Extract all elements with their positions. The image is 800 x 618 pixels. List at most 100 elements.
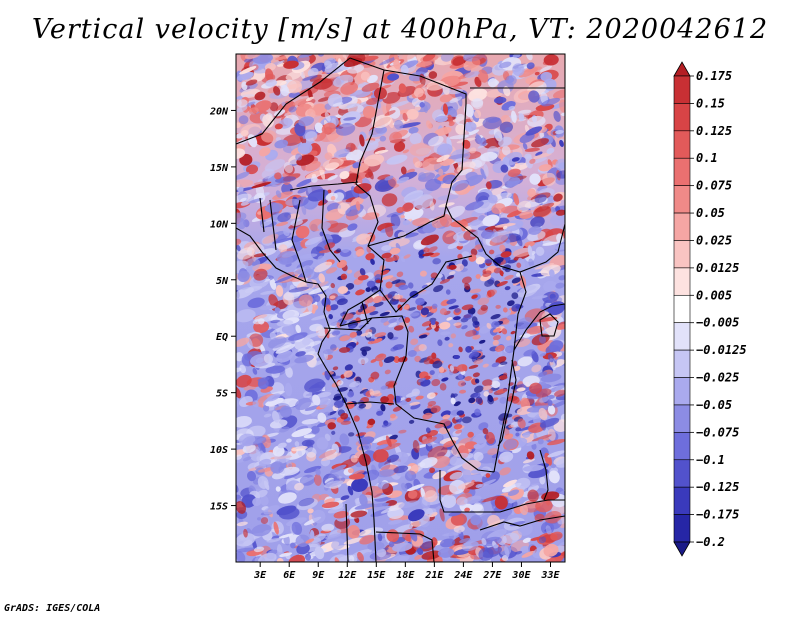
colorbar-label: −0.1: [696, 453, 725, 467]
field-cell: [468, 129, 480, 136]
field-cell: [475, 396, 483, 405]
field-cell: [340, 495, 350, 501]
border-lines: [236, 57, 565, 562]
field-cell: [448, 305, 459, 310]
field-cell: [280, 84, 290, 97]
field-cell: [376, 444, 389, 450]
field-cell: [356, 233, 371, 245]
colorbar-label: 0.05: [696, 206, 725, 220]
field-cell: [244, 57, 255, 63]
field-cell: [451, 179, 470, 192]
field-cell: [324, 152, 333, 161]
field-cell: [439, 508, 445, 522]
field-cell: [459, 389, 467, 394]
field-cell: [555, 158, 565, 171]
field-cell: [492, 377, 501, 382]
field-cell: [369, 502, 390, 508]
field-cell: [448, 264, 457, 270]
field-cell: [388, 238, 410, 248]
field-cell: [328, 313, 333, 320]
field-cell: [421, 541, 434, 550]
field-cell: [549, 269, 555, 278]
field-cell: [439, 278, 451, 284]
field-cell: [534, 71, 540, 76]
field-cell: [371, 114, 392, 129]
field-cell: [357, 551, 364, 562]
field-cell: [517, 200, 531, 212]
field-cell: [319, 231, 324, 237]
field-cell: [258, 467, 275, 473]
field-cell: [467, 431, 474, 438]
field-cell: [499, 467, 511, 476]
field-cell: [236, 533, 256, 547]
field-cell: [277, 212, 292, 223]
field-cell: [309, 323, 323, 332]
field-cell: [316, 391, 332, 398]
field-cell: [456, 364, 468, 372]
field-cell: [521, 550, 536, 558]
field-cell: [342, 311, 347, 315]
field-cell: [500, 251, 512, 258]
field-cell: [499, 61, 512, 69]
field-cell: [421, 436, 437, 445]
field-cell: [236, 547, 257, 553]
field-cell: [270, 461, 285, 474]
field-cell: [332, 366, 339, 371]
field-cell: [244, 54, 262, 60]
colorbar-label: −0.075: [696, 425, 739, 439]
field-cell: [367, 541, 385, 551]
field-cell: [331, 538, 346, 550]
field-cell: [494, 223, 516, 228]
field-cell: [418, 377, 426, 383]
colorbar-label: −0.0125: [696, 343, 747, 357]
field-cell: [480, 304, 489, 311]
field-cell: [389, 131, 403, 144]
field-cell: [265, 397, 284, 407]
field-cell: [473, 385, 484, 393]
field-cell: [276, 251, 299, 265]
field-cell: [441, 494, 457, 509]
field-cell: [355, 289, 365, 296]
field-cell: [441, 377, 449, 382]
field-cell: [393, 59, 401, 70]
field-cell: [387, 519, 403, 525]
field-cell: [265, 79, 278, 87]
field-cell: [426, 355, 435, 361]
field-cell: [493, 128, 503, 142]
y-tick-label: 10N: [210, 219, 229, 230]
field-cell: [454, 307, 461, 313]
field-cell: [509, 376, 521, 382]
field-cell: [236, 551, 246, 562]
field-cell: [409, 529, 418, 542]
field-cell: [438, 366, 445, 373]
field-cell: [259, 305, 277, 310]
field-cell: [512, 247, 533, 257]
field-cell: [329, 304, 339, 311]
field-cell: [278, 244, 288, 253]
field-cell: [464, 121, 477, 132]
field-cell: [390, 213, 401, 228]
colorbar: 0.175 0.15 0.125 0.1 0.075 0.05 0.025 0.0125 0.0…: [673, 61, 747, 557]
field-cell: [553, 193, 563, 202]
field-cell: [291, 428, 312, 438]
field-cell: [442, 174, 457, 185]
field-cell: [481, 385, 492, 391]
colorbar-segment: [673, 75, 691, 104]
field-cell: [461, 304, 474, 311]
field-cell: [348, 473, 366, 480]
field-cell: [415, 395, 424, 400]
field-cell: [390, 554, 410, 562]
field-cell: [545, 525, 552, 536]
field-cell: [236, 521, 248, 527]
field-cell: [421, 320, 433, 327]
field-cell: [264, 159, 286, 172]
field-cell: [336, 298, 348, 306]
x-tick-label: 9E: [312, 570, 325, 581]
field-cell: [473, 358, 484, 365]
field-cell: [470, 468, 489, 474]
field-cell: [475, 378, 480, 384]
field-cell: [274, 172, 282, 180]
field-cell: [314, 281, 329, 288]
field-cell: [493, 258, 502, 266]
field-cell: [449, 96, 463, 103]
